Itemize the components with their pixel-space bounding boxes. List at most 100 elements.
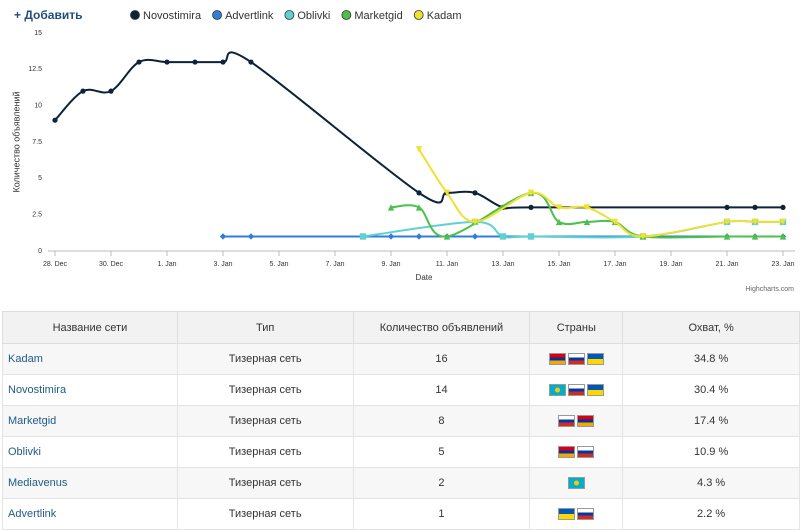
flag-icon <box>548 353 566 366</box>
network-type: Тизерная сеть <box>176 498 354 530</box>
series-line <box>54 51 783 210</box>
network-name[interactable]: Mediavenus <box>2 467 178 499</box>
network-name[interactable]: Advertlink <box>2 498 178 530</box>
x-tick-label: 5. Jan <box>269 261 288 268</box>
point <box>611 218 619 226</box>
coverage: 10.9 % <box>622 436 800 468</box>
point <box>80 88 86 94</box>
network-type: Тизерная сеть <box>176 436 354 468</box>
page: + Добавить Количество объявлений Date Hi… <box>2 8 800 530</box>
point <box>723 233 731 240</box>
point <box>555 218 563 226</box>
network-name[interactable]: Oblivki <box>2 436 178 468</box>
x-tick-label: 17. Jan <box>604 261 627 268</box>
coverage: 30.4 % <box>622 374 800 406</box>
legend-item[interactable]: Novostimira <box>130 10 202 22</box>
flag-icon <box>577 446 595 459</box>
table-row: Oblivki Тизерная сеть 5 10.9 % <box>2 436 800 468</box>
network-type: Тизерная сеть <box>176 374 354 406</box>
x-axis-label: Date <box>416 273 433 282</box>
legend-symbol <box>212 10 222 20</box>
legend-item[interactable]: Kadam <box>413 10 462 22</box>
point <box>555 204 563 211</box>
countries <box>529 467 624 499</box>
flag-icon <box>558 415 576 428</box>
table-row: Mediavenus Тизерная сеть 2 4.3 % <box>2 467 800 499</box>
x-tick-label: 9. Jan <box>381 261 400 268</box>
point <box>779 233 787 240</box>
coverage: 4.3 % <box>622 467 800 499</box>
legend-symbol <box>413 10 424 20</box>
point <box>583 218 591 226</box>
add-button[interactable]: + Добавить <box>14 8 83 22</box>
ad-count: 2 <box>352 467 531 499</box>
point <box>219 233 227 240</box>
point <box>247 233 255 240</box>
header-cell: Тип <box>176 311 354 344</box>
header-cell: Охват, % <box>622 311 800 344</box>
flag-icon <box>548 384 566 397</box>
flag-icon <box>558 508 576 521</box>
point <box>220 59 226 65</box>
point <box>164 59 170 65</box>
legend-label: Oblivki <box>297 10 330 22</box>
flag-icon <box>558 446 576 459</box>
flag-icon <box>577 415 595 428</box>
point <box>415 204 423 211</box>
point <box>108 88 114 94</box>
flag-icon <box>577 508 595 521</box>
point <box>779 218 787 226</box>
point <box>780 204 786 210</box>
flag-icon <box>567 353 585 366</box>
coverage: 34.8 % <box>622 343 800 375</box>
point <box>387 204 395 211</box>
y-axis-label: Количество объявлений <box>11 91 21 192</box>
point <box>415 233 423 240</box>
x-tick-label: 3. Jan <box>213 261 232 268</box>
flag-icon <box>567 477 585 490</box>
header-row: Название сети Тип Количество объявлений Стр… <box>2 311 800 344</box>
legend-symbol <box>130 10 140 20</box>
ad-count: 8 <box>352 405 531 437</box>
point <box>527 189 535 197</box>
header-cell: Страны <box>529 311 624 344</box>
network-type: Тизерная сеть <box>176 343 354 375</box>
x-tick-label: 28. Dec <box>43 261 68 268</box>
x-tick-label: 7. Jan <box>325 261 344 268</box>
network-name[interactable]: Novostimira <box>2 374 178 406</box>
flag-icon <box>586 353 604 366</box>
coverage: 2.2 % <box>622 498 800 530</box>
point <box>471 218 479 226</box>
point <box>248 59 254 65</box>
point <box>415 146 423 153</box>
header-cell: Количество объявлений <box>352 311 531 344</box>
point <box>583 204 591 211</box>
y-tick-label: 10 <box>34 103 42 110</box>
point <box>136 59 142 65</box>
legend-symbol <box>284 10 295 20</box>
point <box>443 233 451 240</box>
table-row: Novostimira Тизерная сеть 14 30.4 % <box>2 374 800 406</box>
point <box>527 233 535 240</box>
legend-label: Advertlink <box>225 10 274 22</box>
legend-item[interactable]: Advertlink <box>212 10 274 22</box>
point <box>52 117 58 123</box>
y-tick-label: 15 <box>34 30 42 37</box>
credit: Highcharts.com <box>745 286 794 293</box>
countries <box>529 405 624 437</box>
point <box>471 233 479 240</box>
y-tick-label: 5 <box>38 175 42 182</box>
point <box>359 233 367 240</box>
network-name[interactable]: Marketgid <box>2 405 178 437</box>
legend-item[interactable]: Marketgid <box>341 10 403 22</box>
coverage: 17.4 % <box>622 405 800 437</box>
network-name[interactable]: Kadam <box>2 343 178 375</box>
point <box>751 233 759 240</box>
x-tick-label: 21. Jan <box>716 261 739 268</box>
point <box>752 204 758 210</box>
legend-label: Marketgid <box>354 10 402 22</box>
series-line <box>390 191 783 239</box>
networks-table: Название сети Тип Количество объявлений Стр… <box>2 311 800 530</box>
network-type: Тизерная сеть <box>176 467 354 499</box>
legend-item[interactable]: Oblivki <box>284 10 331 22</box>
